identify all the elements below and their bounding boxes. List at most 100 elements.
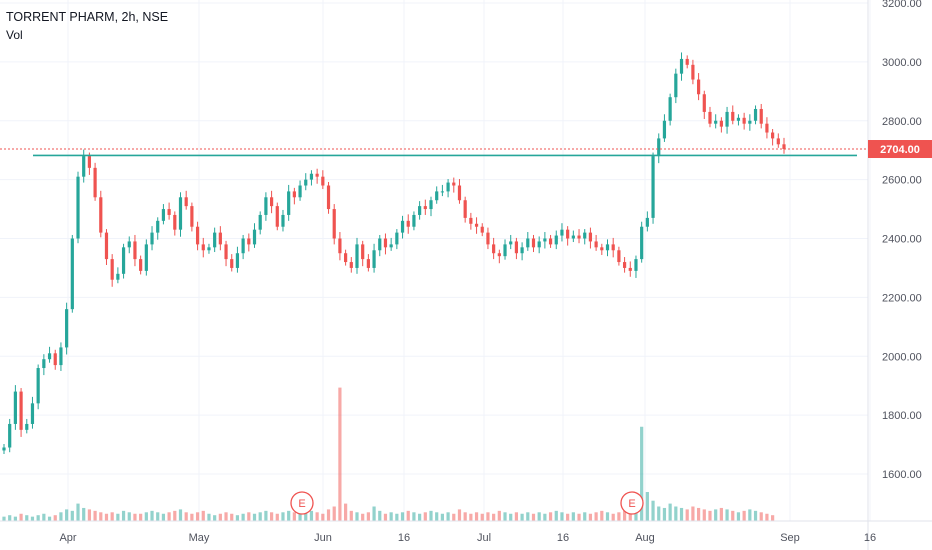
candle-body	[622, 262, 627, 268]
candle	[725, 106, 729, 134]
candle-body	[82, 156, 86, 177]
candle	[218, 226, 222, 251]
candle	[736, 114, 741, 126]
candle-body	[719, 120, 723, 127]
candle-body	[383, 238, 388, 248]
candle-body	[526, 238, 530, 248]
time-tick-label: 16	[557, 532, 569, 544]
candle	[195, 221, 200, 251]
candle-body	[321, 176, 325, 186]
candle	[133, 234, 137, 267]
candle	[361, 240, 365, 267]
candle-body	[645, 217, 649, 227]
candle	[207, 243, 211, 254]
last-price-badge	[868, 140, 932, 159]
candle-body	[452, 182, 456, 186]
candle	[435, 186, 439, 204]
candle	[554, 230, 558, 250]
volume-bar	[440, 513, 444, 521]
candle	[99, 190, 103, 238]
candle-body	[577, 235, 581, 239]
candle-body	[378, 238, 382, 251]
time-tick-label: May	[189, 532, 210, 544]
candle-body	[474, 223, 479, 227]
volume-bar	[65, 509, 69, 521]
candle-body	[509, 241, 513, 245]
candle	[2, 443, 6, 454]
candle-body	[150, 232, 154, 245]
volume-bar	[207, 513, 211, 521]
candle-body	[93, 167, 97, 198]
candle	[759, 103, 763, 129]
volume-bar	[395, 513, 399, 521]
volume-bar	[463, 512, 467, 521]
candle	[742, 112, 746, 130]
candle-body	[548, 238, 553, 245]
candle	[19, 388, 23, 437]
candle-body	[486, 232, 490, 245]
earnings-marker[interactable]: E	[290, 491, 314, 515]
candle-body	[571, 235, 575, 239]
candle	[150, 226, 154, 251]
candle	[520, 242, 524, 261]
candle-body	[668, 97, 672, 121]
candle-body	[25, 423, 29, 430]
volume-bar	[213, 515, 217, 521]
candle-body	[207, 247, 211, 251]
volume-bar	[480, 513, 484, 521]
grid	[0, 0, 871, 521]
volume-bar	[611, 513, 615, 521]
candle-body	[531, 238, 536, 248]
candle	[480, 223, 484, 237]
candle	[36, 364, 40, 410]
candle-body	[759, 108, 763, 124]
candle-body	[110, 259, 114, 280]
candle	[537, 236, 541, 254]
candle	[492, 237, 496, 260]
volume-bar	[70, 510, 74, 521]
candle-body	[139, 259, 143, 271]
candle-body	[731, 111, 735, 121]
price-tick-label: 1600.00	[882, 469, 922, 481]
candles	[2, 52, 786, 454]
volume-bar	[714, 509, 718, 521]
candle	[389, 237, 393, 251]
candle	[548, 234, 553, 248]
earnings-marker[interactable]: E	[620, 491, 644, 515]
volume-bar	[526, 512, 530, 521]
candle-body	[344, 253, 348, 263]
candle-body	[605, 244, 610, 251]
candle-body	[543, 238, 547, 242]
volume-bar	[82, 507, 86, 521]
candle	[497, 249, 501, 264]
volume-bar	[349, 510, 353, 521]
volume-bar	[577, 513, 581, 521]
earnings-marker-label: E	[298, 498, 305, 510]
volume-bar	[418, 513, 422, 521]
candle-body	[309, 173, 314, 180]
candle	[543, 232, 547, 249]
price-axis: 1600.00 1800.00 2000.00 2200.00 2400.00 2600.…	[882, 0, 922, 481]
candle	[418, 201, 422, 220]
volume-bar	[486, 512, 490, 521]
time-tick-label: Apr	[59, 532, 76, 544]
candle	[383, 233, 388, 255]
volume-bar	[771, 515, 775, 521]
volume-bar	[719, 507, 723, 521]
volume-bar	[520, 513, 524, 521]
volume-bar	[457, 509, 462, 521]
candle-body	[241, 238, 245, 254]
candle	[782, 137, 786, 154]
volume-bar	[571, 512, 575, 521]
volume-bar	[753, 510, 758, 521]
volume-bar	[651, 500, 655, 521]
candle-body	[230, 259, 234, 268]
volume-bar	[696, 507, 701, 521]
candle	[605, 239, 610, 257]
candle	[247, 233, 251, 252]
candle-body	[514, 241, 519, 254]
volume-bar	[588, 513, 593, 521]
volume-bar	[298, 513, 302, 521]
